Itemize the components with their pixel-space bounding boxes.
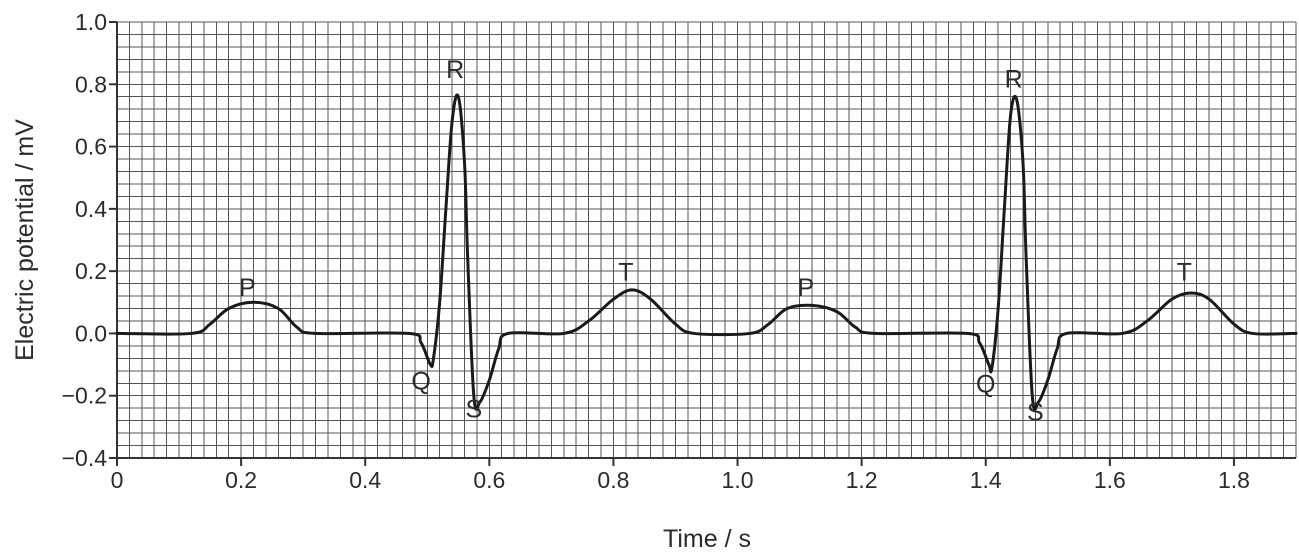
ecg-trace-line bbox=[115, 93, 1298, 411]
wave-label-q: Q bbox=[976, 371, 995, 399]
y-tick-label: 0.0 bbox=[75, 320, 107, 346]
x-tick-label: 1.0 bbox=[722, 467, 754, 493]
x-tick-label: 0.2 bbox=[225, 467, 257, 493]
x-tick-label: 1.8 bbox=[1218, 467, 1250, 493]
wave-label-p: P bbox=[239, 274, 256, 302]
wave-label-s: S bbox=[465, 396, 482, 424]
y-tick-label: −0.4 bbox=[62, 445, 108, 471]
x-tick-label: 1.2 bbox=[846, 467, 878, 493]
x-tick-label: 0.6 bbox=[473, 467, 505, 493]
y-tick-label: 0.8 bbox=[75, 71, 107, 97]
wave-label-t: T bbox=[618, 258, 633, 286]
y-tick-label: 1.0 bbox=[75, 9, 107, 35]
x-axis-title: Time / s bbox=[663, 525, 751, 553]
y-tick-label: −0.2 bbox=[62, 383, 107, 409]
wave-label-t: T bbox=[1177, 258, 1192, 286]
wave-label-q: Q bbox=[411, 367, 430, 395]
wave-labels: P R Q S T P R Q S T bbox=[239, 56, 1192, 427]
x-tick-label: 0.8 bbox=[597, 467, 629, 493]
y-tick-label: 0.4 bbox=[75, 196, 107, 222]
wave-label-s: S bbox=[1027, 399, 1044, 427]
y-tick-label: 0.2 bbox=[75, 258, 107, 284]
wave-label-p: P bbox=[797, 274, 814, 302]
y-tick-label: 0.6 bbox=[75, 134, 107, 160]
x-tick-label: 0.4 bbox=[349, 467, 381, 493]
x-tick-label: 1.4 bbox=[970, 467, 1002, 493]
grid bbox=[117, 21, 1297, 458]
y-axis-title: Electric potential / mV bbox=[11, 119, 39, 361]
axis-ticks: 0 0.2 0.4 0.6 0.8 1.0 1.2 1.4 1.6 1.8 −0.4 −0.2 0.0 0… bbox=[62, 9, 1250, 493]
wave-label-r: R bbox=[1005, 65, 1023, 93]
x-tick-label: 1.6 bbox=[1094, 467, 1126, 493]
wave-label-r: R bbox=[446, 56, 464, 84]
x-tick-label: 0 bbox=[111, 467, 124, 493]
